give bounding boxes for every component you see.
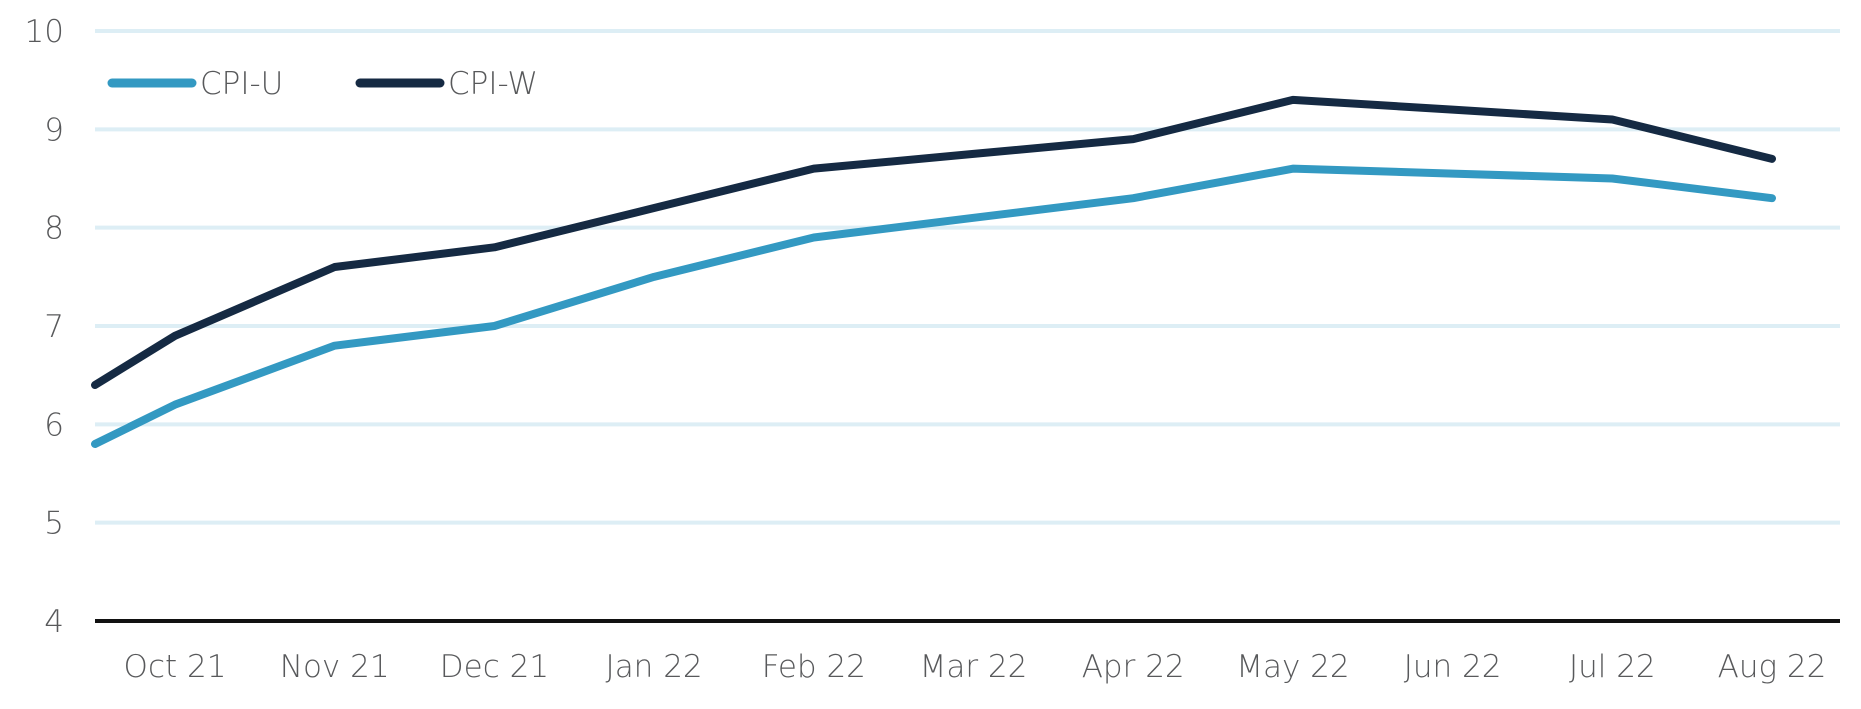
legend-label: CPI-W [448, 66, 538, 102]
y-tick-label: 4 [44, 604, 64, 640]
series-lines [91, 95, 1776, 448]
x-tick-label: Jul 22 [1569, 649, 1656, 685]
y-tick-label: 10 [25, 14, 64, 50]
legend-item: CPI-U [107, 66, 283, 102]
x-tick-label: May 22 [1236, 649, 1349, 685]
x-tick-label: Aug 22 [1718, 649, 1827, 685]
x-tick-label: Jan 22 [606, 649, 703, 685]
y-axis-tick-labels: 4 5 6 7 8 9 10 [25, 14, 64, 640]
x-tick-label: Oct 21 [124, 649, 227, 685]
legend-item: CPI-W [355, 66, 538, 102]
y-tick-label: 8 [44, 211, 64, 247]
x-tick-label: Apr 22 [1082, 649, 1185, 685]
y-tick-label: 5 [44, 506, 64, 542]
y-tick-label: 7 [44, 309, 64, 345]
y-tick-label: 9 [44, 112, 64, 148]
legend: CPI-U CPI-W [107, 66, 538, 102]
x-tick-label: Dec 21 [440, 649, 549, 685]
x-tick-label: Jun 22 [1404, 649, 1502, 685]
y-tick-label: 6 [44, 407, 64, 443]
series-line-cpi-w [91, 95, 1776, 389]
gridlines [95, 29, 1840, 623]
x-tick-label: Nov 21 [280, 649, 390, 685]
x-tick-label: Mar 22 [920, 649, 1028, 685]
x-axis-tick-labels: Oct 21 Nov 21 Dec 21 Jan 22 Feb 22 Mar 22 Apr … [124, 649, 1827, 685]
x-tick-label: Feb 22 [762, 649, 866, 685]
legend-label: CPI-U [200, 66, 283, 102]
series-line-cpi-u [91, 164, 1776, 448]
